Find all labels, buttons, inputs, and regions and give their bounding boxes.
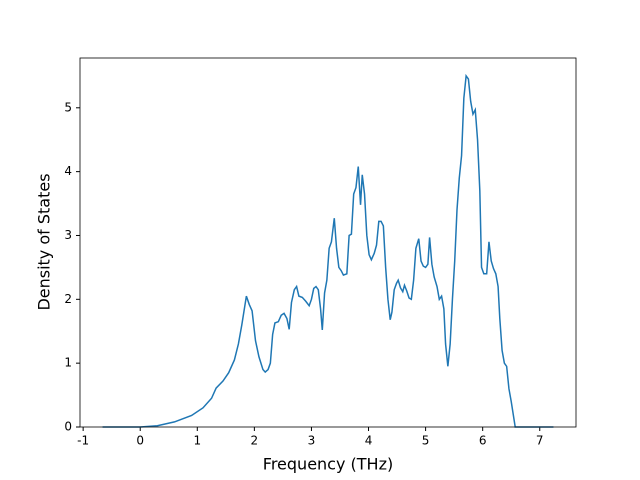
- x-tick-label: 5: [422, 434, 430, 448]
- x-tick-label: 7: [536, 434, 544, 448]
- x-tick-label: 2: [251, 434, 259, 448]
- y-tick-label: 2: [64, 292, 72, 306]
- plot-frame: [79, 57, 577, 428]
- x-tick-label: 4: [365, 434, 373, 448]
- x-tick-label: 0: [136, 434, 144, 448]
- y-tick-label: 4: [64, 164, 72, 178]
- line: [102, 73, 554, 428]
- y-axis-label: Density of States: [35, 173, 54, 310]
- y-tick-label: 5: [64, 100, 72, 114]
- y-tick-label: 1: [64, 356, 72, 370]
- x-tick-label: 3: [308, 434, 316, 448]
- y-tick-label: 0: [64, 420, 72, 434]
- x-tick-label: 1: [193, 434, 201, 448]
- x-axis-label: Frequency (THz): [263, 455, 393, 474]
- x-tick-label: 6: [479, 434, 487, 448]
- y-tick-label: 3: [64, 228, 72, 242]
- x-tick-label: -1: [77, 434, 89, 448]
